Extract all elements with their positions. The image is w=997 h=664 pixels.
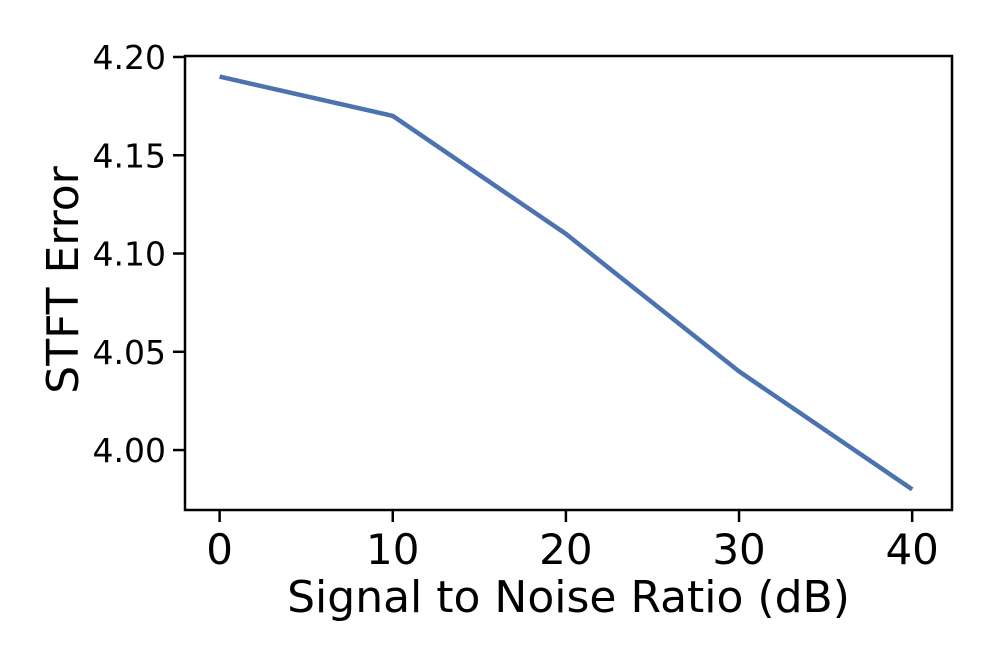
y-tick-label: 4.05 (93, 333, 166, 372)
data-line (219, 74, 914, 492)
x-tick-label: 0 (206, 525, 233, 574)
y-tick-label: 4.10 (93, 235, 166, 274)
plot-area: 0 10 20 30 40 4.00 4.05 4.10 4.15 4.20 (93, 38, 954, 574)
y-tick-label: 4.00 (93, 431, 166, 470)
x-tick-label: 30 (712, 525, 765, 574)
y-axis-label: STFT Error (38, 165, 89, 393)
x-tick-label: 40 (885, 525, 938, 574)
axis-frame (183, 54, 954, 512)
x-axis-label: Signal to Noise Ratio (dB) (287, 572, 850, 623)
y-tick-label: 4.15 (93, 136, 166, 175)
x-tick-label: 10 (366, 525, 419, 574)
y-tick-label: 4.20 (93, 38, 166, 77)
x-tick-label: 20 (539, 525, 592, 574)
